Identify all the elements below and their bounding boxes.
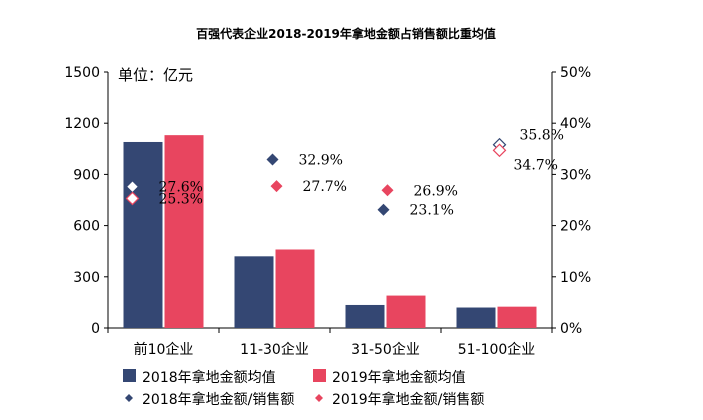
category-label: 31-50企业 <box>351 341 420 358</box>
bar <box>123 141 163 328</box>
marker-2018 <box>266 153 279 166</box>
pct-label-2018: 23.1% <box>410 203 454 219</box>
bar <box>275 249 315 328</box>
left-tick-label: 600 <box>73 219 100 235</box>
left-tick-label: 1200 <box>64 116 100 132</box>
legend-label: 2019年拿地金额均值 <box>332 369 466 386</box>
unit-label: 单位：亿元 <box>118 66 193 84</box>
legend-swatch <box>315 394 323 402</box>
bar <box>497 306 537 328</box>
category-label: 11-30企业 <box>240 341 309 358</box>
legend-label: 2018年拿地金额均值 <box>142 369 276 386</box>
pct-label-2019: 26.9% <box>414 183 458 199</box>
legend-label: 2019年拿地金额/销售额 <box>332 391 484 408</box>
left-tick-label: 0 <box>91 321 100 337</box>
bar <box>386 295 426 328</box>
marker-2019 <box>270 180 283 193</box>
right-tick-label: 10% <box>560 270 591 286</box>
bar <box>456 307 496 328</box>
axes: 0 300 600 900 1200 1500 0% 10% 20% 30% 40% 50% 前10企业… <box>64 65 591 358</box>
right-tick-label: 30% <box>560 167 591 183</box>
legend-swatch <box>123 369 136 382</box>
pct-label-2019: 27.7% <box>303 179 347 195</box>
marker-2018 <box>377 203 390 216</box>
legend-swatch <box>313 369 326 382</box>
right-tick-label: 50% <box>560 65 591 81</box>
left-tick-label: 900 <box>73 167 100 183</box>
bar <box>345 304 385 328</box>
bar <box>164 135 204 328</box>
right-tick-label: 40% <box>560 116 591 132</box>
left-tick-label: 1500 <box>64 65 100 81</box>
chart-title: 百强代表企业2018-2019年拿地金额占销售额比重均值 <box>196 26 496 41</box>
bars <box>123 135 537 328</box>
markers: 27.6%25.3% 32.9% 27.7% 23.1% 26.9% 35.8% 34.7% <box>125 128 564 219</box>
pct-label-2018: 32.9% <box>299 153 343 169</box>
pct-label-2018: 27.6% <box>159 180 203 196</box>
legend-label: 2018年拿地金额/销售额 <box>142 391 294 408</box>
pct-label-2018: 35.8% <box>520 128 564 144</box>
marker-2019 <box>125 191 140 206</box>
category-label: 51-100企业 <box>458 341 536 358</box>
left-tick-label: 300 <box>73 270 100 286</box>
legend: 2018年拿地金额均值 2019年拿地金额均值 2018年拿地金额/销售额 2019年… <box>123 369 484 408</box>
right-tick-label: 0% <box>560 321 582 337</box>
marker-2019 <box>492 143 507 158</box>
pct-label-2019: 34.7% <box>514 157 558 173</box>
legend-swatch <box>125 394 133 402</box>
category-label: 前10企业 <box>134 341 194 358</box>
right-tick-label: 20% <box>560 219 591 235</box>
bar <box>234 256 274 328</box>
pct-label-2019: 25.3% <box>159 191 203 207</box>
marker-2019 <box>381 184 394 197</box>
